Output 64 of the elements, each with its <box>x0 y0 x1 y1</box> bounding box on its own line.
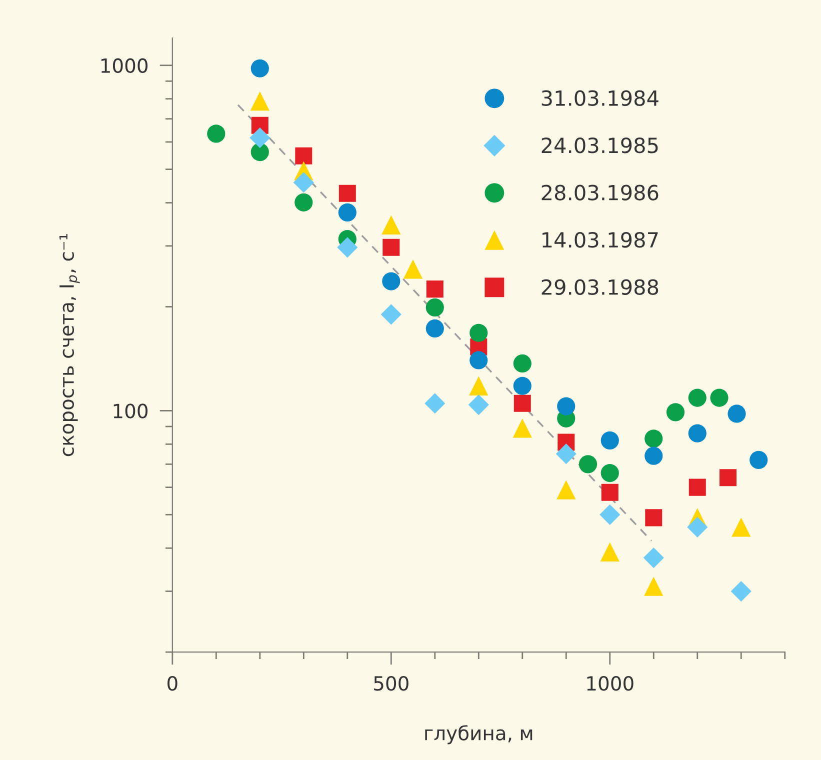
point <box>426 319 444 338</box>
point <box>513 354 532 373</box>
point <box>294 193 313 212</box>
point <box>645 509 662 526</box>
legend-label: 29.03.1988 <box>542 279 658 295</box>
point <box>710 388 728 407</box>
point <box>644 576 664 596</box>
point <box>338 184 356 202</box>
point <box>250 59 269 78</box>
x-tick-label: 0 <box>168 676 178 691</box>
point <box>337 237 358 258</box>
y-axis-title: скорость счета, I$_{р}$, с⁻¹ <box>59 234 80 456</box>
x-tick-label: 1000 <box>587 676 634 691</box>
point <box>732 518 751 537</box>
point <box>600 542 620 562</box>
point <box>688 478 706 496</box>
y-tick-label: 100 <box>114 404 148 418</box>
point <box>556 444 576 464</box>
point <box>687 516 708 538</box>
point <box>600 464 619 482</box>
point <box>338 203 356 222</box>
point <box>426 280 444 298</box>
legend-label: 28.03.1986 <box>542 184 658 200</box>
legend-label: 14.03.1987 <box>542 232 658 248</box>
x-axis-title: глубина, м <box>425 725 532 744</box>
point <box>750 450 768 470</box>
point <box>728 404 746 423</box>
point <box>426 298 444 317</box>
point <box>250 92 270 111</box>
x-tick-label: 500 <box>374 676 408 691</box>
point <box>295 147 312 164</box>
point <box>556 480 576 500</box>
point <box>470 351 488 370</box>
point <box>688 424 706 442</box>
point <box>382 272 400 290</box>
point <box>403 260 423 279</box>
point <box>468 394 489 416</box>
point <box>424 393 446 414</box>
point <box>207 124 226 143</box>
point <box>250 127 270 148</box>
point <box>512 418 532 438</box>
point <box>380 304 402 325</box>
point <box>382 215 401 235</box>
point <box>557 397 576 416</box>
point <box>513 376 532 395</box>
point <box>382 238 400 256</box>
point <box>600 431 619 450</box>
legend-label: 31.03.1984 <box>542 90 658 106</box>
point <box>644 446 663 465</box>
point <box>250 142 269 162</box>
point <box>578 455 598 474</box>
point <box>666 403 685 422</box>
point <box>514 394 531 412</box>
legend-label: 24.03.1985 <box>542 137 658 154</box>
point <box>293 172 314 193</box>
point <box>730 580 752 602</box>
point <box>688 388 706 407</box>
point <box>644 430 663 448</box>
point <box>600 504 620 525</box>
point <box>720 469 737 486</box>
point <box>469 376 488 396</box>
point <box>601 484 618 501</box>
point <box>643 548 664 568</box>
point <box>470 324 488 342</box>
